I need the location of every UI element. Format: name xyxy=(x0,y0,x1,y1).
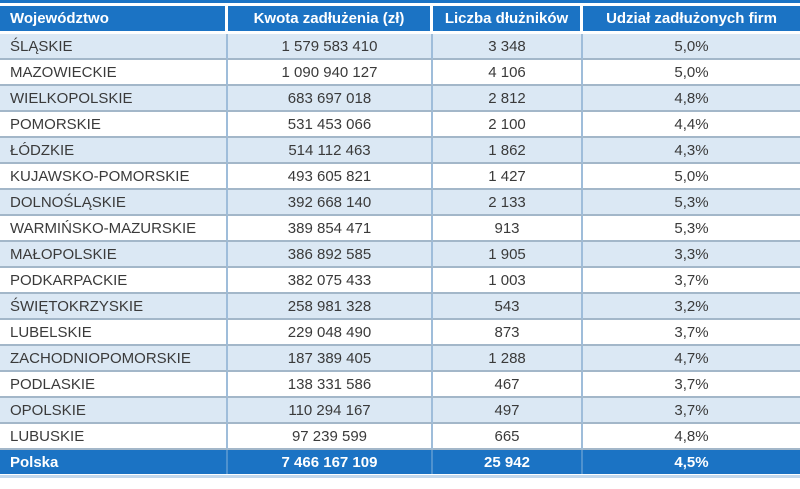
bottom-border-line xyxy=(0,475,800,478)
voivodeship-cell: WIELKOPOLSKIE xyxy=(0,86,228,112)
total-debt-share-cell: 4,5% xyxy=(583,450,800,474)
voivodeship-cell: LUBELSKIE xyxy=(0,320,228,346)
debt-amount-cell: 138 331 586 xyxy=(228,372,433,398)
table-row: MAZOWIECKIE 1 090 940 127 4 106 5,0% xyxy=(0,60,800,86)
table-row: WARMIŃSKO-MAZURSKIE 389 854 471 913 5,3% xyxy=(0,216,800,242)
debt-share-cell: 3,7% xyxy=(583,398,800,424)
voivodeship-cell: ŚWIĘTOKRZYSKIE xyxy=(0,294,228,320)
debt-amount-cell: 1 579 583 410 xyxy=(228,34,433,60)
voivodeship-cell: MAZOWIECKIE xyxy=(0,60,228,86)
top-border-line xyxy=(0,0,800,3)
voivodeship-cell: KUJAWSKO-POMORSKIE xyxy=(0,164,228,190)
debt-share-cell: 4,8% xyxy=(583,86,800,112)
debtors-count-cell: 913 xyxy=(433,216,583,242)
debtors-count-cell: 467 xyxy=(433,372,583,398)
debt-share-cell: 3,7% xyxy=(583,268,800,294)
col-header-voivodeship: Województwo xyxy=(0,6,228,34)
debtors-count-cell: 1 427 xyxy=(433,164,583,190)
voivodeship-cell: OPOLSKIE xyxy=(0,398,228,424)
debt-amount-cell: 1 090 940 127 xyxy=(228,60,433,86)
debtors-count-cell: 1 288 xyxy=(433,346,583,372)
total-debtors-count-cell: 25 942 xyxy=(433,450,583,474)
debt-share-cell: 5,0% xyxy=(583,164,800,190)
debtors-count-cell: 1 862 xyxy=(433,138,583,164)
voivodeship-cell: POMORSKIE xyxy=(0,112,228,138)
debt-amount-cell: 97 239 599 xyxy=(228,424,433,450)
debt-amount-cell: 531 453 066 xyxy=(228,112,433,138)
debt-amount-cell: 683 697 018 xyxy=(228,86,433,112)
debt-share-cell: 5,3% xyxy=(583,216,800,242)
table-row: LUBELSKIE 229 048 490 873 3,7% xyxy=(0,320,800,346)
debt-amount-cell: 110 294 167 xyxy=(228,398,433,424)
debt-amount-cell: 258 981 328 xyxy=(228,294,433,320)
total-row: Polska 7 466 167 109 25 942 4,5% xyxy=(0,450,800,474)
debt-amount-cell: 382 075 433 xyxy=(228,268,433,294)
voivodeship-cell: PODKARPACKIE xyxy=(0,268,228,294)
debtors-count-cell: 2 133 xyxy=(433,190,583,216)
debt-amount-cell: 389 854 471 xyxy=(228,216,433,242)
voivodeship-cell: PODLASKIE xyxy=(0,372,228,398)
debtors-count-cell: 543 xyxy=(433,294,583,320)
table-row: ŚWIĘTOKRZYSKIE 258 981 328 543 3,2% xyxy=(0,294,800,320)
debt-share-cell: 3,3% xyxy=(583,242,800,268)
debt-share-cell: 4,8% xyxy=(583,424,800,450)
voivodeship-cell: ŚLĄSKIE xyxy=(0,34,228,60)
debtors-count-cell: 4 106 xyxy=(433,60,583,86)
table-row: ŁÓDZKIE 514 112 463 1 862 4,3% xyxy=(0,138,800,164)
header-row: Województwo Kwota zadłużenia (zł) Liczba… xyxy=(0,6,800,34)
col-header-debt-amount: Kwota zadłużenia (zł) xyxy=(228,6,433,34)
voivodeship-cell: ŁÓDZKIE xyxy=(0,138,228,164)
voivodeship-cell: MAŁOPOLSKIE xyxy=(0,242,228,268)
table-row: ŚLĄSKIE 1 579 583 410 3 348 5,0% xyxy=(0,34,800,60)
table-row: WIELKOPOLSKIE 683 697 018 2 812 4,8% xyxy=(0,86,800,112)
debtors-count-cell: 497 xyxy=(433,398,583,424)
total-debt-amount-cell: 7 466 167 109 xyxy=(228,450,433,474)
table-row: MAŁOPOLSKIE 386 892 585 1 905 3,3% xyxy=(0,242,800,268)
total-label-cell: Polska xyxy=(0,450,228,474)
debt-share-cell: 3,2% xyxy=(583,294,800,320)
debt-amount-cell: 392 668 140 xyxy=(228,190,433,216)
debt-share-cell: 4,7% xyxy=(583,346,800,372)
table-row: POMORSKIE 531 453 066 2 100 4,4% xyxy=(0,112,800,138)
col-header-debtors-count: Liczba dłużników xyxy=(433,6,583,34)
debtors-count-cell: 665 xyxy=(433,424,583,450)
col-header-debt-share: Udział zadłużonych firm xyxy=(583,6,800,34)
table-row: PODLASKIE 138 331 586 467 3,7% xyxy=(0,372,800,398)
debt-share-cell: 5,3% xyxy=(583,190,800,216)
debt-share-cell: 3,7% xyxy=(583,372,800,398)
debtors-count-cell: 2 100 xyxy=(433,112,583,138)
debt-share-cell: 5,0% xyxy=(583,34,800,60)
table-row: OPOLSKIE 110 294 167 497 3,7% xyxy=(0,398,800,424)
debtors-count-cell: 3 348 xyxy=(433,34,583,60)
table-row: LUBUSKIE 97 239 599 665 4,8% xyxy=(0,424,800,450)
debt-share-cell: 4,4% xyxy=(583,112,800,138)
debt-amount-cell: 493 605 821 xyxy=(228,164,433,190)
debt-amount-cell: 229 048 490 xyxy=(228,320,433,346)
debt-share-cell: 5,0% xyxy=(583,60,800,86)
table-row: ZACHODNIOPOMORSKIE 187 389 405 1 288 4,7% xyxy=(0,346,800,372)
debt-amount-cell: 386 892 585 xyxy=(228,242,433,268)
table-row: KUJAWSKO-POMORSKIE 493 605 821 1 427 5,0% xyxy=(0,164,800,190)
table-row: PODKARPACKIE 382 075 433 1 003 3,7% xyxy=(0,268,800,294)
debt-amount-cell: 187 389 405 xyxy=(228,346,433,372)
debt-share-cell: 3,7% xyxy=(583,320,800,346)
debtors-count-cell: 1 003 xyxy=(433,268,583,294)
voivodeship-cell: ZACHODNIOPOMORSKIE xyxy=(0,346,228,372)
table-body: ŚLĄSKIE 1 579 583 410 3 348 5,0% MAZOWIECKIE… xyxy=(0,34,800,450)
voivodeship-debt-table: Województwo Kwota zadłużenia (zł) Liczba… xyxy=(0,6,800,474)
debt-share-cell: 4,3% xyxy=(583,138,800,164)
voivodeship-cell: DOLNOŚLĄSKIE xyxy=(0,190,228,216)
debtors-count-cell: 873 xyxy=(433,320,583,346)
voivodeship-cell: WARMIŃSKO-MAZURSKIE xyxy=(0,216,228,242)
debt-amount-cell: 514 112 463 xyxy=(228,138,433,164)
debtors-count-cell: 2 812 xyxy=(433,86,583,112)
debtors-count-cell: 1 905 xyxy=(433,242,583,268)
voivodeship-cell: LUBUSKIE xyxy=(0,424,228,450)
table-row: DOLNOŚLĄSKIE 392 668 140 2 133 5,3% xyxy=(0,190,800,216)
